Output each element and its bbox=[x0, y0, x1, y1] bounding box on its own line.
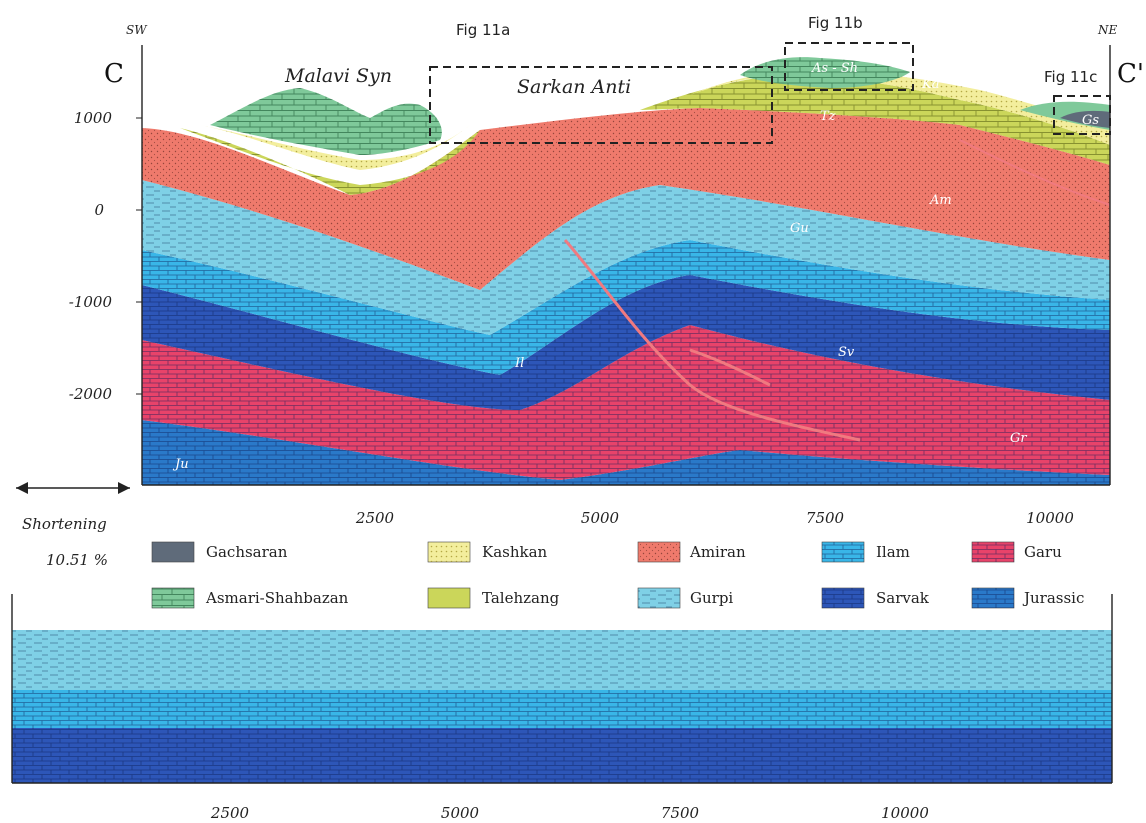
legend-item-asmari-shahbazan: Asmari-Shahbazan bbox=[151, 587, 349, 609]
legend-item-talehzang: Talehzang bbox=[427, 587, 560, 609]
y-tick-label: -2000 bbox=[69, 385, 113, 403]
thrust-fault bbox=[959, 139, 1110, 206]
legend-item-jurassic: Jurassic bbox=[971, 587, 1084, 609]
x-tick-label: 7500 bbox=[806, 509, 845, 527]
y-tick-label: -1000 bbox=[69, 293, 113, 311]
fig-11a-box bbox=[429, 66, 773, 144]
section-end-letter: C' bbox=[1117, 59, 1144, 89]
restored-cross-section bbox=[11, 594, 1113, 784]
unit-label-gs: Gs bbox=[1082, 113, 1099, 128]
legend-label: Gachsaran bbox=[206, 543, 288, 561]
x-tick-label: 10000 bbox=[881, 804, 929, 822]
legend-label: Sarvak bbox=[876, 589, 930, 607]
legend-item-gachsaran: Gachsaran bbox=[151, 541, 288, 563]
legend-label: Jurassic bbox=[1022, 589, 1084, 607]
unit-label-il: Il bbox=[514, 356, 524, 371]
y-tick-label: 0 bbox=[94, 201, 104, 219]
unit-label-am: Am bbox=[929, 193, 952, 208]
legend-item-kashkan: Kashkan bbox=[427, 541, 548, 563]
section-start-letter: C bbox=[104, 59, 124, 89]
thrust-fault bbox=[689, 348, 771, 387]
x-tick-label: 7500 bbox=[661, 804, 700, 822]
section-end-direction: NE bbox=[1097, 23, 1118, 37]
x-tick-label: 2500 bbox=[210, 804, 250, 822]
y-axis-ticks: 1000 0 -1000 -2000 bbox=[69, 109, 142, 403]
shortening-value: 10.51 % bbox=[46, 551, 108, 569]
legend-item-garu: Garu bbox=[971, 541, 1062, 563]
unit-label-gu: Gu bbox=[790, 221, 809, 236]
thrust-fault bbox=[563, 239, 861, 442]
fig-11c-box bbox=[1053, 95, 1111, 135]
legend-item-amiran: Amiran bbox=[637, 541, 746, 563]
fig-11b-box bbox=[784, 42, 914, 91]
deformed-cross-section bbox=[142, 57, 1110, 485]
unit-label-gr: Gr bbox=[1010, 431, 1027, 446]
legend-label: Garu bbox=[1024, 543, 1062, 561]
legend-item-gurpi: Gurpi bbox=[637, 587, 733, 609]
unit-label-ka: Ka bbox=[921, 77, 939, 92]
shortening-indicator: Shortening 10.51 % bbox=[16, 482, 130, 569]
fig-11b-label: Fig 11b bbox=[808, 14, 863, 32]
x-tick-label: 10000 bbox=[1026, 509, 1074, 527]
x-tick-label: 5000 bbox=[441, 804, 480, 822]
structure-malavi-syn: Malavi Syn bbox=[284, 65, 392, 87]
unit-label-sv: Sv bbox=[838, 345, 855, 360]
shortening-label: Shortening bbox=[22, 515, 107, 533]
legend-label: Amiran bbox=[689, 543, 746, 561]
legend: Gachsaran Asmari-Shahbazan Kashkan Taleh… bbox=[151, 541, 1084, 609]
x-axis-ticks-top: 2500 5000 7500 10000 bbox=[355, 509, 1074, 527]
structure-sarkan-anti: Sarkan Anti bbox=[517, 76, 631, 98]
unit-label-as: As - Sh bbox=[811, 61, 858, 76]
section-start-direction: SW bbox=[126, 23, 148, 37]
unit-label-tz: Tz bbox=[820, 109, 836, 124]
fig-11a-label: Fig 11a bbox=[456, 21, 510, 39]
legend-label: Kashkan bbox=[482, 543, 548, 561]
x-tick-label: 5000 bbox=[581, 509, 620, 527]
fig-11c-label: Fig 11c bbox=[1044, 68, 1097, 86]
unit-label-ju: Ju bbox=[172, 457, 189, 472]
legend-label: Ilam bbox=[876, 543, 910, 561]
x-axis-ticks-bottom: 2500 5000 7500 10000 bbox=[210, 804, 929, 822]
unit-gachsaran bbox=[1060, 110, 1110, 128]
x-tick-label: 2500 bbox=[355, 509, 395, 527]
legend-item-sarvak: Sarvak bbox=[821, 587, 930, 609]
legend-label: Gurpi bbox=[690, 589, 733, 607]
legend-label: Talehzang bbox=[482, 589, 560, 607]
legend-label: Asmari-Shahbazan bbox=[205, 589, 349, 607]
y-tick-label: 1000 bbox=[74, 109, 113, 127]
legend-item-ilam: Ilam bbox=[821, 541, 910, 563]
